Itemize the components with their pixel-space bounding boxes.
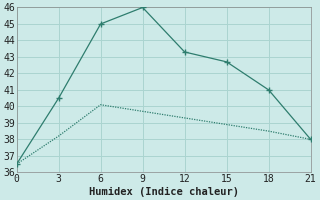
X-axis label: Humidex (Indice chaleur): Humidex (Indice chaleur): [89, 186, 239, 197]
